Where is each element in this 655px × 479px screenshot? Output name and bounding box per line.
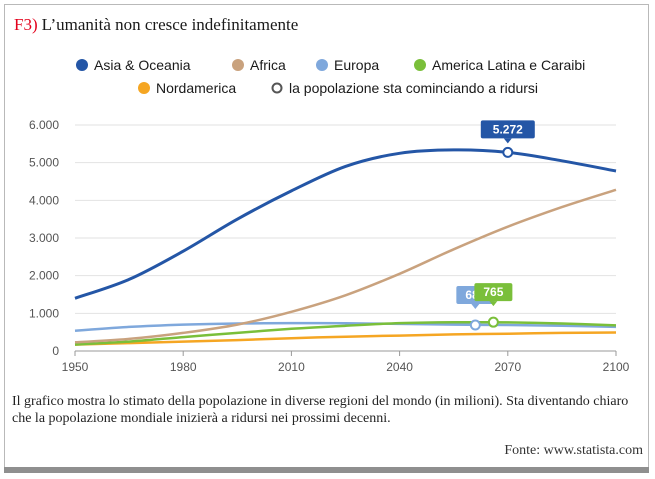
annotation-pointer	[489, 301, 498, 307]
x-tick-label: 2040	[386, 360, 413, 374]
legend-item: Europa	[316, 57, 379, 73]
legend-label: Europa	[334, 57, 379, 73]
legend-marker	[316, 59, 328, 71]
legend-marker	[232, 59, 244, 71]
legend-item: Africa	[232, 57, 286, 73]
legend-label: America Latina e Caraibi	[432, 57, 585, 73]
legend-marker	[138, 82, 150, 94]
legend-label: Asia & Oceania	[94, 57, 191, 73]
annotation: 5.272	[480, 120, 535, 158]
annotation-label: 5.272	[493, 122, 523, 136]
series-line	[74, 148, 617, 300]
legend-item: la popolazione sta cominciando a ridursi	[271, 80, 538, 96]
x-tick-label: 1980	[170, 360, 197, 374]
chart-legend: Asia & Oceania Africa Europa America Latina…	[76, 57, 585, 96]
legend-marker-ring	[271, 82, 283, 94]
legend-marker	[76, 59, 88, 71]
chart-grid	[75, 124, 616, 352]
figure-title: F3) L’umanità non cresce indefinitamente	[14, 15, 298, 35]
figure-title-text: L’umanità non cresce indefinitamente	[41, 15, 299, 34]
figure-source: Fonte: www.statista.com	[504, 443, 643, 458]
x-tick-label: 2100	[603, 360, 630, 374]
annotation-marker	[469, 319, 481, 331]
annotation-marker	[487, 316, 499, 328]
annotation-pointer	[471, 304, 480, 310]
series-line	[74, 331, 617, 346]
annotation-pointer	[503, 138, 512, 144]
series-line	[74, 321, 617, 332]
bottom-rule	[4, 467, 649, 473]
legend-marker	[414, 59, 426, 71]
annotation-marker	[502, 146, 514, 158]
y-tick-label: 1.000	[29, 306, 59, 320]
annotation-label: 765	[483, 285, 503, 299]
series-line	[74, 188, 617, 344]
y-tick-label: 5.000	[29, 156, 59, 170]
annotation-box	[474, 283, 513, 302]
series-line	[74, 320, 617, 346]
legend-item: Nordamerica	[138, 80, 236, 96]
y-tick-label: 0	[52, 344, 59, 358]
legend-label: la popolazione sta cominciando a ridursi	[289, 80, 538, 96]
legend-item: Asia & Oceania	[76, 57, 191, 73]
annotation: 765	[474, 283, 513, 328]
y-tick-label: 2.000	[29, 269, 59, 283]
chart-lines	[74, 148, 617, 346]
figure-caption: Il grafico mostra lo stimato della popol…	[12, 394, 629, 426]
y-tick-label: 3.000	[29, 231, 59, 245]
legend-item: America Latina e Caraibi	[414, 57, 585, 73]
x-tick-label: 2070	[494, 360, 521, 374]
chart-axes: 0 1.000 2.000 3.000 4.000 5.000 6.000 1950 1980 2…	[29, 118, 630, 374]
legend-label: Africa	[250, 57, 286, 73]
figure-tag: F3)	[14, 15, 38, 34]
x-tick-label: 1950	[62, 360, 89, 374]
chart-annotations: 5.272689765	[456, 120, 535, 331]
y-tick-label: 6.000	[29, 118, 59, 132]
annotation-box	[480, 120, 535, 139]
population-chart: Asia & Oceania Africa Europa America Latina…	[29, 57, 630, 374]
y-tick-label: 4.000	[29, 193, 59, 207]
x-tick-label: 2010	[278, 360, 305, 374]
legend-label: Nordamerica	[156, 80, 236, 96]
